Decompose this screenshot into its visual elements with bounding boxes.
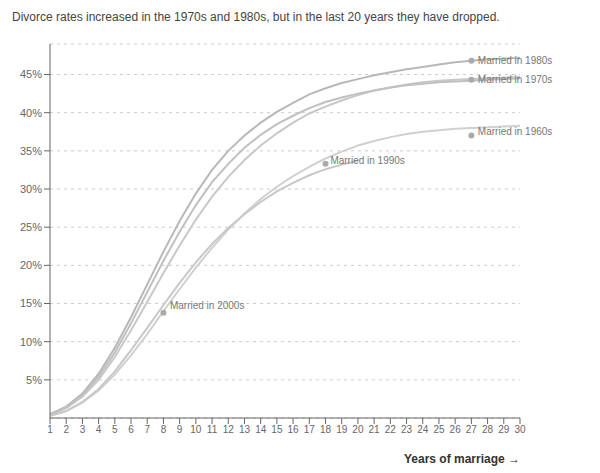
svg-text:40%: 40% bbox=[20, 107, 42, 119]
svg-text:Married in 1960s: Married in 1960s bbox=[478, 126, 552, 137]
svg-text:30%: 30% bbox=[20, 183, 42, 195]
svg-text:2: 2 bbox=[63, 424, 69, 435]
svg-text:17: 17 bbox=[304, 424, 316, 435]
svg-text:20%: 20% bbox=[20, 259, 42, 271]
svg-text:7: 7 bbox=[144, 424, 150, 435]
svg-text:6: 6 bbox=[128, 424, 134, 435]
html-text:Divorce rates increased in the: Divorce rates increased in the 1970s and… bbox=[12, 10, 500, 24]
svg-text:5%: 5% bbox=[26, 374, 42, 386]
svg-text:29: 29 bbox=[498, 424, 510, 435]
svg-text:5: 5 bbox=[112, 424, 118, 435]
svg-text:21: 21 bbox=[369, 424, 381, 435]
svg-text:11: 11 bbox=[207, 424, 218, 435]
svg-text:27: 27 bbox=[466, 424, 478, 435]
svg-text:14: 14 bbox=[255, 424, 267, 435]
svg-text:45%: 45% bbox=[20, 68, 42, 80]
svg-text:26: 26 bbox=[450, 424, 462, 435]
svg-text:Married in 1970s: Married in 1970s bbox=[478, 74, 552, 85]
svg-text:20: 20 bbox=[352, 424, 364, 435]
svg-text:15: 15 bbox=[271, 424, 283, 435]
svg-text:22: 22 bbox=[385, 424, 397, 435]
svg-text:28: 28 bbox=[482, 424, 494, 435]
svg-text:13: 13 bbox=[239, 424, 251, 435]
svg-text:16: 16 bbox=[288, 424, 300, 435]
svg-text:3: 3 bbox=[80, 424, 86, 435]
svg-text:9: 9 bbox=[177, 424, 183, 435]
svg-text:10%: 10% bbox=[20, 336, 42, 348]
svg-text:8: 8 bbox=[161, 424, 167, 435]
svg-text:25%: 25% bbox=[20, 221, 42, 233]
svg-text:Married in 1990s: Married in 1990s bbox=[330, 155, 404, 166]
svg-text:4: 4 bbox=[96, 424, 102, 435]
svg-text:Married in 2000s: Married in 2000s bbox=[170, 300, 244, 311]
svg-text:10: 10 bbox=[190, 424, 202, 435]
svg-text:25: 25 bbox=[433, 424, 445, 435]
svg-text:18: 18 bbox=[320, 424, 332, 435]
svg-text:Married in 1980s: Married in 1980s bbox=[478, 55, 552, 66]
svg-text:1: 1 bbox=[47, 424, 53, 435]
svg-text:19: 19 bbox=[336, 424, 348, 435]
svg-text:15%: 15% bbox=[20, 297, 42, 309]
svg-text:30: 30 bbox=[514, 424, 526, 435]
svg-text:23: 23 bbox=[401, 424, 413, 435]
svg-text:24: 24 bbox=[417, 424, 429, 435]
svg-text:12: 12 bbox=[223, 424, 235, 435]
svg-text:35%: 35% bbox=[20, 145, 42, 157]
svg-text:Years of marriage →: Years of marriage → bbox=[404, 452, 520, 466]
